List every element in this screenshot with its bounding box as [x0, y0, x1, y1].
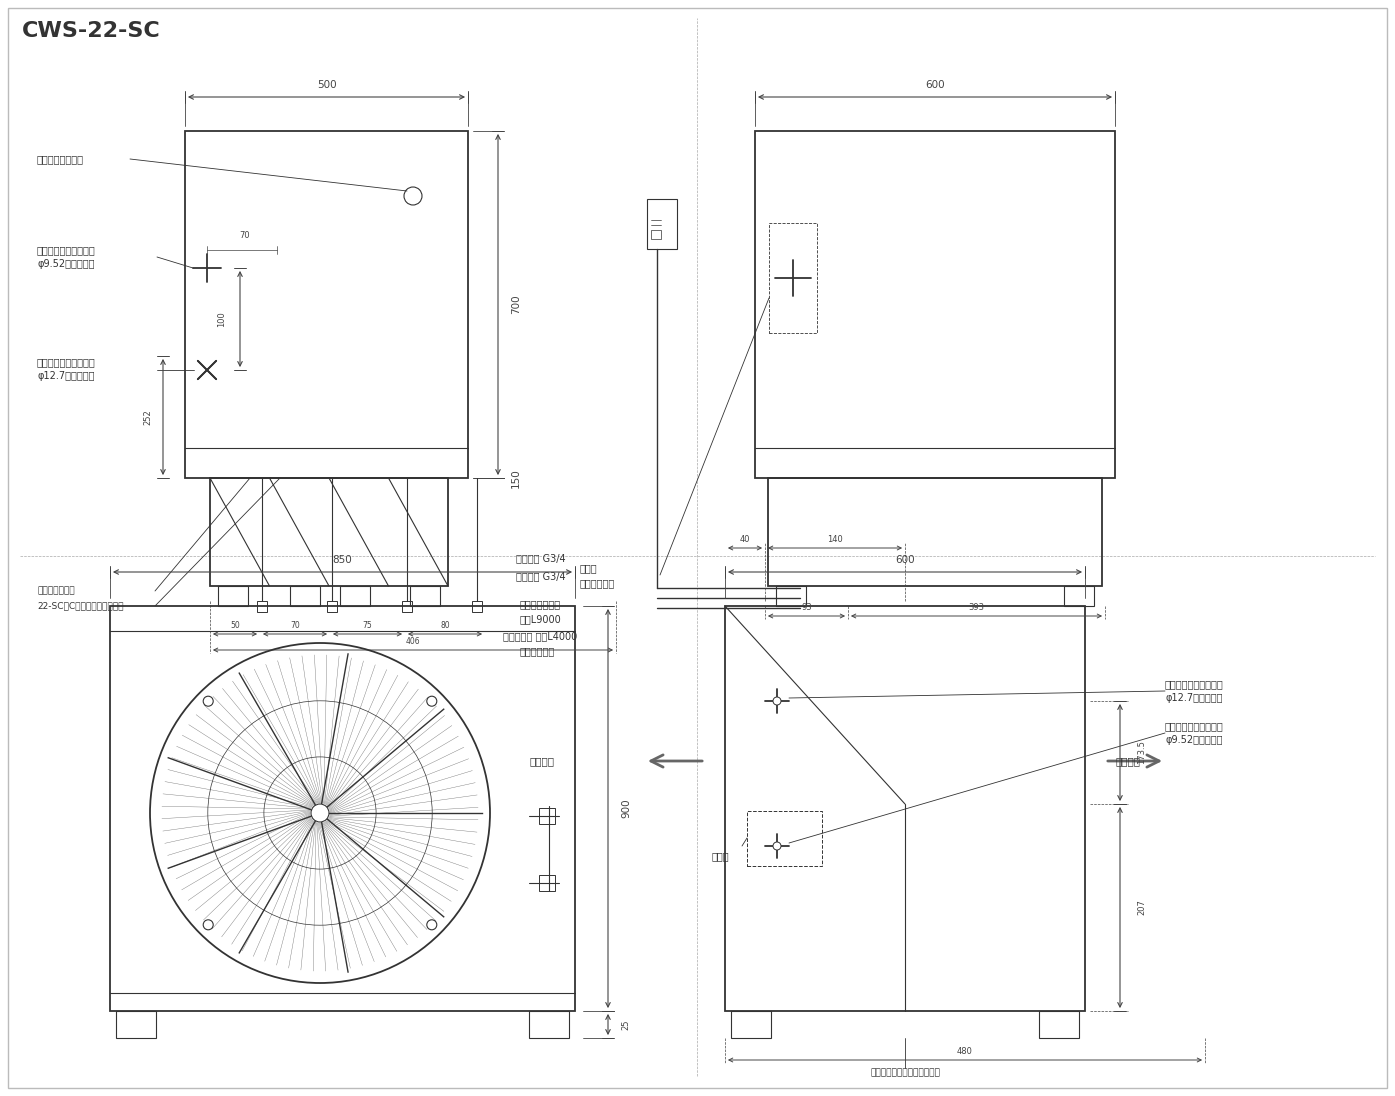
Text: 600: 600	[925, 80, 944, 90]
Text: 500: 500	[317, 80, 336, 90]
Bar	[651, 230, 661, 239]
Text: 冷媒配管と電源配線の通し穴: 冷媒配管と電源配線の通し穴	[870, 1069, 940, 1077]
Bar	[110, 606, 575, 1011]
Text: φ9.52（フレア）: φ9.52（フレア）	[38, 259, 95, 269]
Text: 93: 93	[801, 604, 812, 613]
Bar	[211, 478, 448, 586]
Text: 冷媒入口（製品内部）: 冷媒入口（製品内部）	[38, 246, 96, 255]
Bar	[529, 1011, 569, 1038]
Text: 150: 150	[511, 468, 520, 488]
Bar	[326, 601, 338, 612]
Text: リモコンコード: リモコンコード	[520, 600, 561, 609]
Text: φ9.52（フレア）: φ9.52（フレア）	[1165, 735, 1222, 745]
Text: φ12.7（フレア）: φ12.7（フレア）	[38, 372, 95, 381]
Bar	[410, 586, 439, 606]
Text: 207: 207	[1137, 900, 1147, 915]
Bar	[186, 132, 467, 478]
Text: 冷媒入口（製品内部）: 冷媒入口（製品内部）	[1165, 680, 1223, 689]
Text: 冷水出口 G3/4: 冷水出口 G3/4	[516, 571, 565, 581]
Bar	[725, 606, 1085, 1011]
Text: 100: 100	[218, 311, 226, 327]
Bar	[731, 1011, 771, 1038]
Bar	[769, 478, 1102, 586]
Bar	[769, 222, 817, 333]
Text: 吸込方向: 吸込方向	[1115, 756, 1140, 766]
Text: 25: 25	[622, 1019, 631, 1030]
Text: 冷媒出口（製品内部）: 冷媒出口（製品内部）	[1165, 721, 1223, 731]
Text: 冷媒出口（製品内部）: 冷媒出口（製品内部）	[38, 357, 96, 367]
Text: CWS-22-SC: CWS-22-SC	[22, 21, 160, 41]
Circle shape	[204, 920, 213, 929]
Text: 50: 50	[230, 621, 240, 630]
Bar	[647, 199, 677, 249]
Text: 40: 40	[739, 536, 751, 545]
Text: （現地手配）: （現地手配）	[580, 578, 615, 587]
Text: 75: 75	[363, 621, 372, 630]
Text: 端子笚: 端子笚	[711, 850, 730, 861]
Text: φ12.7（フレア）: φ12.7（フレア）	[1165, 693, 1222, 703]
Bar	[776, 586, 806, 606]
Circle shape	[773, 842, 781, 850]
Text: 電源コード 機外L4000: 電源コード 機外L4000	[504, 631, 578, 641]
Bar	[538, 808, 555, 824]
Text: 173.5: 173.5	[1137, 741, 1147, 764]
Text: フレキ: フレキ	[580, 563, 597, 573]
Bar	[218, 586, 248, 606]
Text: 給水入口 G3/4: 給水入口 G3/4	[516, 553, 565, 563]
Bar	[1064, 586, 1094, 606]
Bar	[116, 1011, 156, 1038]
Text: 480: 480	[957, 1048, 972, 1057]
Bar	[538, 875, 555, 891]
Bar	[257, 601, 266, 612]
Text: 70: 70	[240, 231, 250, 240]
Bar	[290, 586, 319, 606]
Text: 850: 850	[332, 555, 353, 566]
Circle shape	[427, 920, 437, 929]
Text: 700: 700	[511, 295, 520, 315]
Bar	[402, 601, 412, 612]
Text: 22-SC（C）電源配線の通し穴: 22-SC（C）電源配線の通し穴	[38, 602, 124, 610]
Bar	[472, 601, 483, 612]
Circle shape	[427, 696, 437, 706]
Bar	[755, 132, 1115, 478]
Text: 80: 80	[441, 621, 449, 630]
Bar	[746, 811, 822, 866]
Text: 393: 393	[968, 604, 985, 613]
Bar	[1039, 1011, 1078, 1038]
Text: （プラグ無）: （プラグ無）	[520, 646, 555, 657]
Bar	[340, 586, 370, 606]
Text: サーマルリセット: サーマルリセット	[38, 155, 84, 164]
Circle shape	[204, 696, 213, 706]
Text: 900: 900	[621, 799, 631, 819]
Text: 70: 70	[290, 621, 300, 630]
Circle shape	[311, 804, 329, 822]
Text: 140: 140	[827, 536, 843, 545]
Text: 406: 406	[406, 638, 420, 647]
Text: 冷媒配管通し穴: 冷媒配管通し穴	[38, 586, 74, 595]
Text: 吹出方向: 吹出方向	[530, 756, 555, 766]
Circle shape	[773, 697, 781, 705]
Text: 252: 252	[144, 409, 152, 425]
Text: 機外L9000: 機外L9000	[520, 614, 562, 624]
Text: 600: 600	[896, 555, 915, 566]
